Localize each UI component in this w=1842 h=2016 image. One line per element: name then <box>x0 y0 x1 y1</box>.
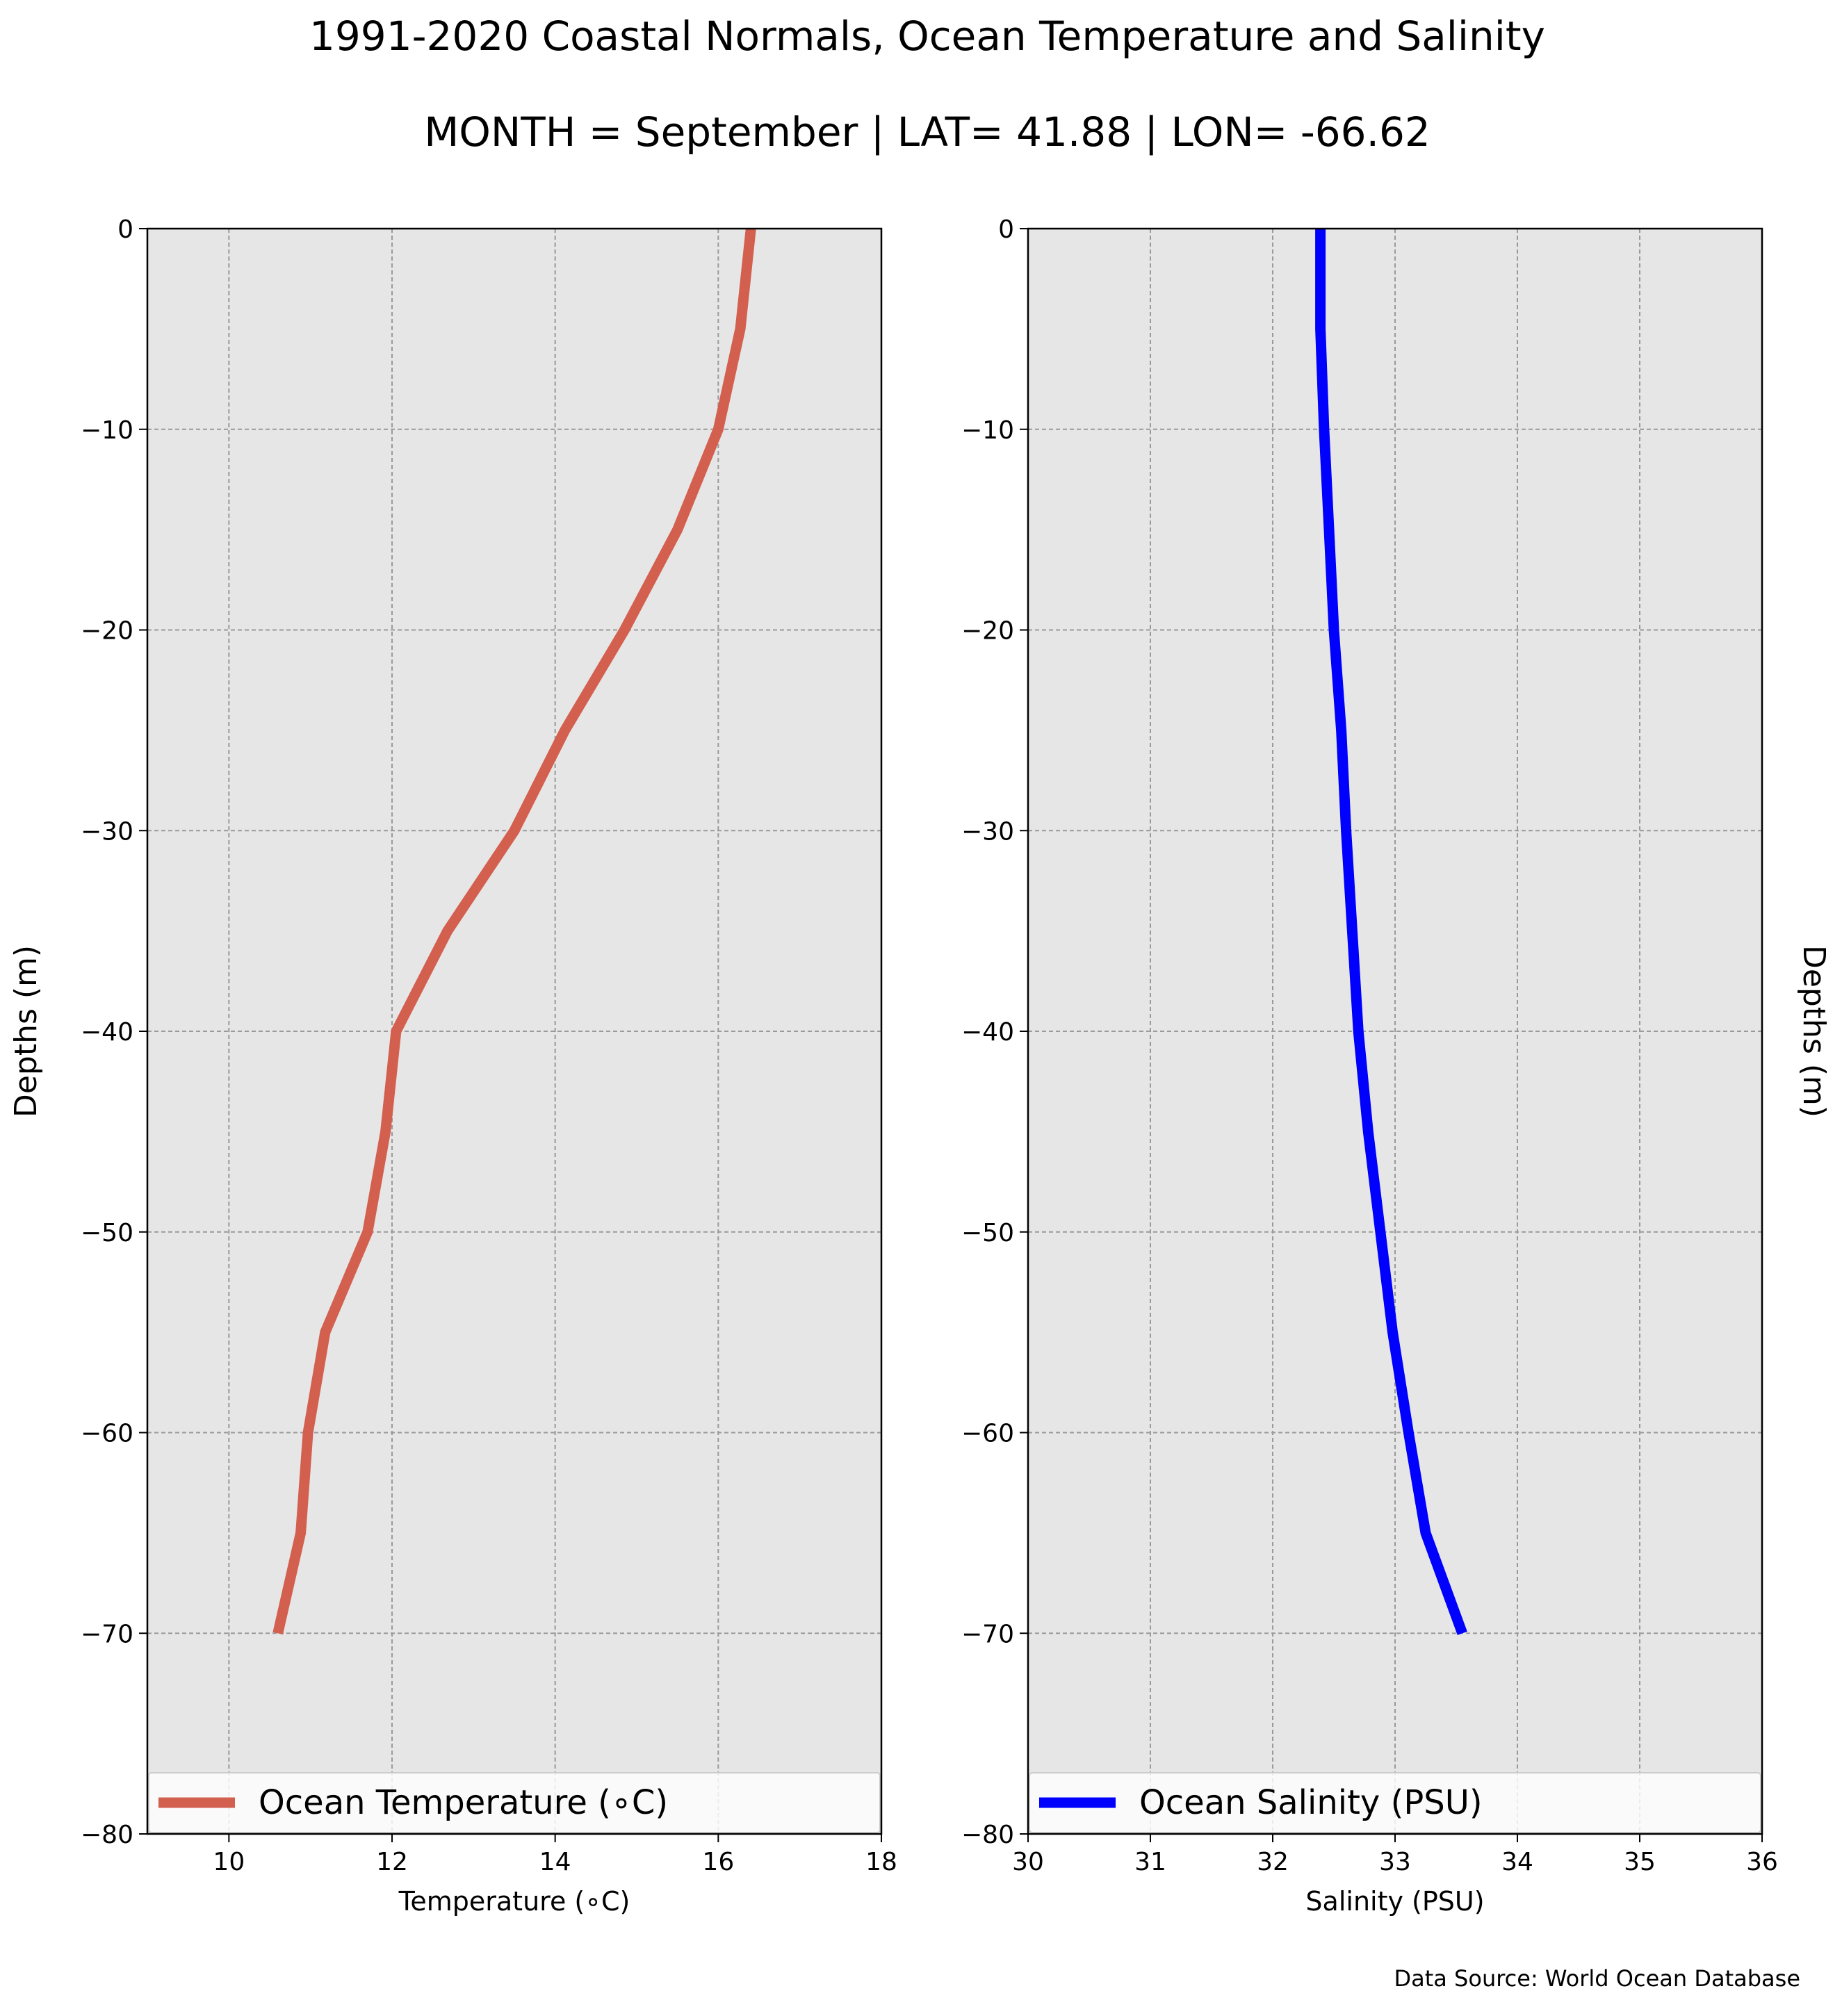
x-tick-label: 34 <box>1501 1848 1533 1876</box>
y-tick-label: −40 <box>961 1018 1014 1047</box>
data-source-note: Data Source: World Ocean Database <box>1394 1965 1800 1992</box>
y-tick-label: −20 <box>961 617 1014 646</box>
x-tick-label: 35 <box>1624 1848 1656 1876</box>
y-tick-label: 0 <box>998 215 1014 244</box>
y-axis-label: Depths (m) <box>8 945 44 1117</box>
legend-label: Ocean Salinity (PSU) <box>1139 1783 1483 1822</box>
legend-label: Ocean Temperature (∘C) <box>259 1783 668 1822</box>
y-tick-label: −60 <box>961 1420 1014 1448</box>
y-tick-label: −80 <box>961 1821 1014 1849</box>
y-tick-label: −70 <box>961 1620 1014 1648</box>
x-tick-label: 36 <box>1746 1848 1778 1876</box>
y-tick-label: −20 <box>81 617 133 646</box>
x-tick-label: 14 <box>539 1848 571 1876</box>
plot-background <box>147 229 881 1834</box>
y-tick-label: −30 <box>961 817 1014 846</box>
plot-frame <box>146 227 883 1835</box>
figure-subtitle: MONTH = September | LAT= 41.88 | LON= -6… <box>424 108 1431 156</box>
legend-box <box>148 1772 881 1833</box>
y-tick-label: −70 <box>81 1620 133 1648</box>
x-tick-label: 33 <box>1379 1848 1411 1876</box>
y-tick-label: −50 <box>81 1219 133 1247</box>
y-tick-label: −40 <box>81 1018 133 1047</box>
legend-box <box>1029 1772 1761 1833</box>
y-tick-label: −10 <box>81 416 133 445</box>
x-tick-label: 10 <box>213 1848 245 1876</box>
plot-frame <box>1027 227 1763 1835</box>
y-tick-label: 0 <box>117 215 133 244</box>
x-tick-label: 12 <box>376 1848 408 1876</box>
figure-title: 1991-2020 Coastal Normals, Ocean Tempera… <box>309 13 1545 60</box>
y-tick-label: −30 <box>81 817 133 846</box>
x-tick-label: 32 <box>1257 1848 1289 1876</box>
y-tick-label: −10 <box>961 416 1014 445</box>
temperature-chart: 10 12 14 16 18 0 −10 −20 −30 −40 −50 −60 −70 −80 Ocean… <box>8 215 897 1917</box>
y-axis-label: Depths (m) <box>1796 945 1832 1117</box>
x-axis-label: Temperature (∘C) <box>398 1886 630 1917</box>
x-tick-label: 18 <box>865 1848 897 1876</box>
y-tick-label: −80 <box>81 1821 133 1849</box>
x-tick-label: 31 <box>1134 1848 1166 1876</box>
y-tick-label: −60 <box>81 1420 133 1448</box>
y-tick-label: −50 <box>961 1219 1014 1247</box>
x-tick-label: 30 <box>1012 1848 1044 1876</box>
salinity-chart: 30 31 32 33 34 35 36 0 −10 −20 −30 −40 −50 −60 −70 −80 O… <box>961 215 1832 1917</box>
x-tick-label: 16 <box>702 1848 734 1876</box>
x-axis-label: Salinity (PSU) <box>1305 1886 1484 1917</box>
